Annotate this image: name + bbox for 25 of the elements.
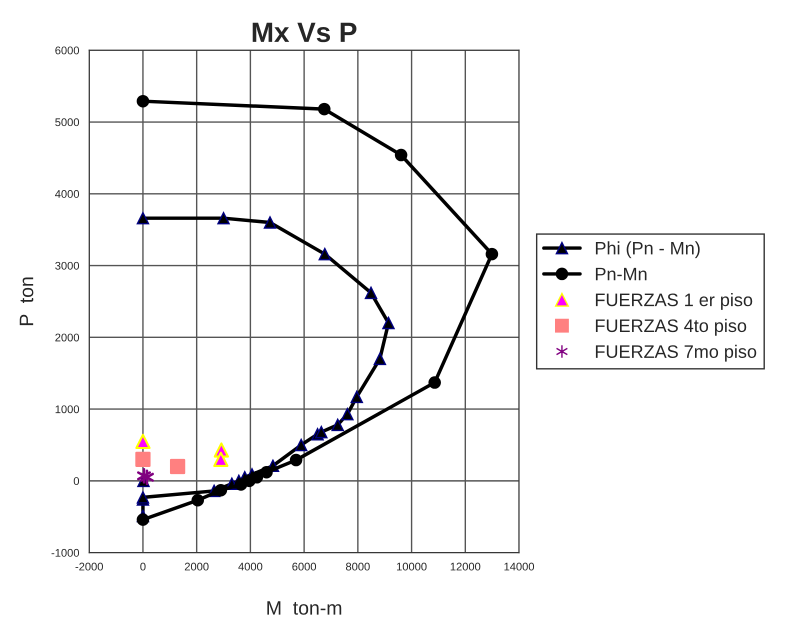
y-axis-title: P ton (20, 277, 34, 326)
x-tick-label: 14000 (504, 562, 534, 571)
y-tick-label: 0 (74, 477, 80, 486)
y-tick-label: 3000 (55, 262, 80, 270)
y-tick-label: 4000 (55, 190, 80, 198)
y-tick-label: 1000 (56, 405, 80, 414)
x-axis-title: M ton-m (267, 601, 342, 615)
x-tick-label: 2000 (184, 562, 209, 571)
x-tick-label: 6000 (292, 562, 316, 571)
legend-label: Pn-Mn (596, 268, 646, 280)
chart-title: Mx Vs P (252, 22, 356, 42)
x-tick-label: 0 (140, 562, 146, 571)
y-tick-label: -1000 (52, 548, 80, 557)
y-tick-label: 5000 (55, 118, 80, 126)
legend-label: FUERZAS 1 er piso (596, 293, 752, 310)
y-tick-label: 2000 (55, 334, 80, 342)
x-tick-label: -2000 (75, 562, 103, 571)
x-tick-label: 12000 (450, 562, 480, 571)
legend-label: Phi (Pn - Mn) (596, 241, 700, 258)
x-tick-label: 4000 (238, 562, 262, 571)
y-tick-label: 6000 (55, 46, 80, 54)
x-tick-label: 8000 (346, 562, 370, 571)
legend-label: FUERZAS 7mo piso (596, 344, 756, 362)
x-tick-label: 10000 (396, 562, 427, 571)
legend-label: FUERZAS 4to piso (596, 318, 746, 336)
